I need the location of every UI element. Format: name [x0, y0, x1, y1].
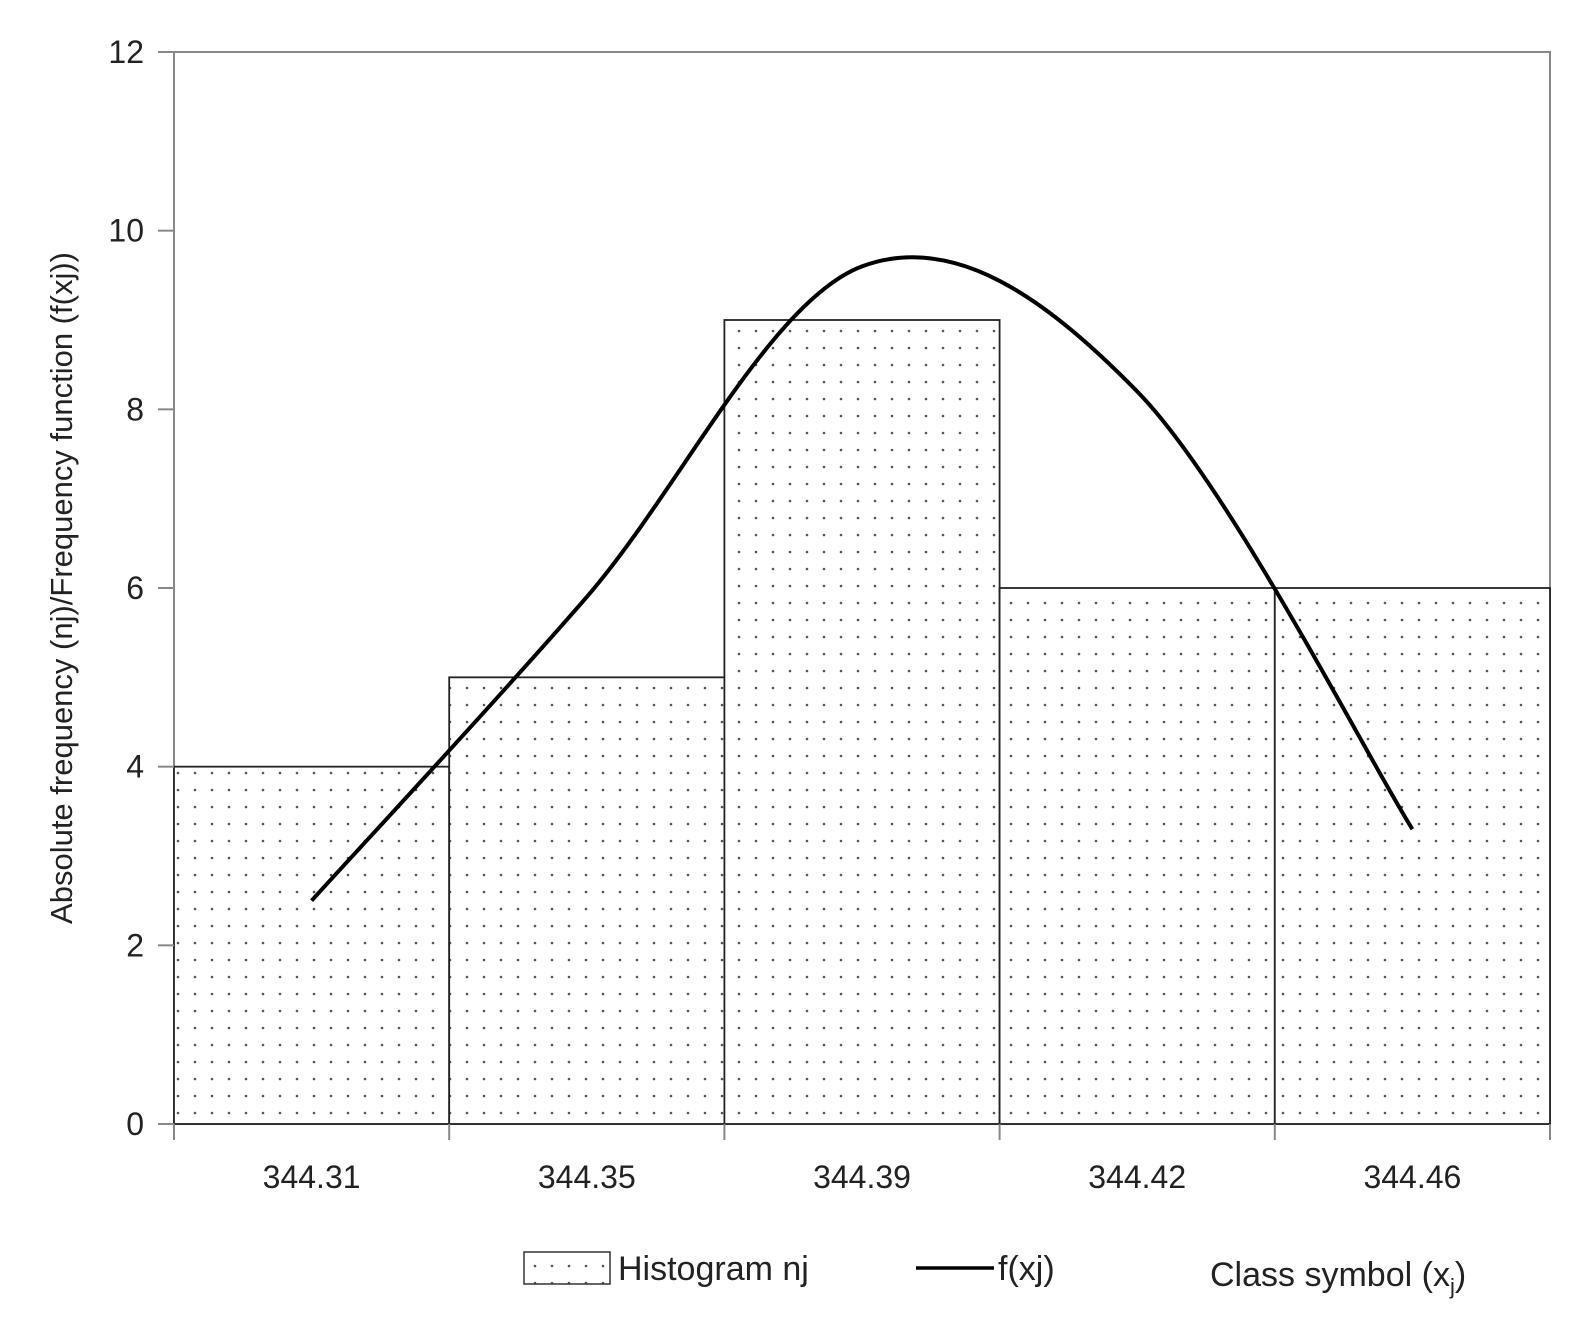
legend-label-histogram: Histogram nj: [618, 1250, 809, 1288]
y-tick-label: 0: [126, 1106, 144, 1142]
x-axis-title-subscript: j: [1449, 1274, 1455, 1299]
histogram-bar: [1273, 587, 1551, 1125]
histogram-bar: [448, 676, 726, 1125]
y-axis-title: Absolute frequency (nj)/Frequency functi…: [44, 252, 79, 924]
y-tick-label: 12: [108, 34, 144, 70]
y-tick-label: 6: [126, 570, 144, 606]
histogram-bars: [173, 319, 1551, 1125]
x-tick-label: 344.42: [1088, 1159, 1186, 1195]
histogram-bar: [998, 587, 1276, 1125]
x-tick-label: 344.35: [538, 1159, 636, 1195]
legend-swatch-histogram: [523, 1251, 611, 1285]
frequency-function-series: [310, 255, 1415, 903]
histogram-bar: [173, 765, 451, 1125]
y-tick-label: 4: [126, 749, 144, 785]
histogram-bar: [723, 319, 1001, 1125]
x-axis-title-paren: (x: [1412, 1256, 1450, 1294]
x-tick-label: 344.39: [813, 1159, 911, 1195]
x-axis-title: Class symbol (xj): [1210, 1256, 1466, 1299]
x-tick-label: 344.46: [1363, 1159, 1461, 1195]
frequency-function-line: [310, 255, 1415, 903]
y-tick-label: 2: [126, 927, 144, 963]
x-axis-title-main: Class symbol: [1210, 1256, 1412, 1294]
y-tick-label: 8: [126, 391, 144, 427]
x-tick-label: 344.31: [263, 1159, 361, 1195]
x-axis: 344.31 344.35 344.39 344.42 344.46: [173, 1124, 1551, 1195]
y-tick-label: 10: [108, 213, 144, 249]
y-axis: 0 2 4 6 8 10 12: [108, 34, 174, 1142]
legend: Histogram nj f(xj): [523, 1250, 1055, 1288]
x-axis-title-suffix: ): [1455, 1256, 1466, 1294]
legend-label-line: f(xj): [998, 1250, 1055, 1288]
